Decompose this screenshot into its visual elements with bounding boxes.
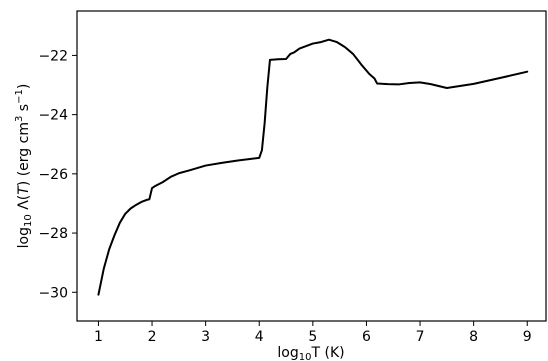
x-axis-ticks: 1 2 3 4 5 6 7 8 9 xyxy=(94,321,532,345)
y-tick-label: −24 xyxy=(38,108,68,124)
x-tick-label: 4 xyxy=(255,329,264,345)
y-axis-label: log10 Λ(T) (erg cm3 s−1) xyxy=(14,84,34,249)
x-axis-label: log10T (K) xyxy=(277,345,344,361)
x-tick-label: 7 xyxy=(416,329,425,345)
y-tick-label: −26 xyxy=(38,167,68,183)
x-tick-label: 8 xyxy=(469,329,478,345)
x-tick-label: 1 xyxy=(94,329,103,345)
plot-frame xyxy=(76,10,547,322)
x-tick-label: 3 xyxy=(201,329,210,345)
x-tick-label: 5 xyxy=(308,329,317,345)
x-tick-label: 9 xyxy=(523,329,532,345)
x-tick-label: 2 xyxy=(148,329,157,345)
series-line-cooling-function xyxy=(97,38,529,296)
plot-area: 1 2 3 4 5 6 7 8 9 −30 −28 −26 −24 −22 xyxy=(38,10,547,345)
y-tick-label: −30 xyxy=(38,285,68,301)
x-tick-label: 6 xyxy=(362,329,371,345)
y-tick-label: −22 xyxy=(38,48,68,64)
y-tick-label: −28 xyxy=(38,226,68,242)
y-axis-ticks: −30 −28 −26 −24 −22 xyxy=(38,48,77,301)
